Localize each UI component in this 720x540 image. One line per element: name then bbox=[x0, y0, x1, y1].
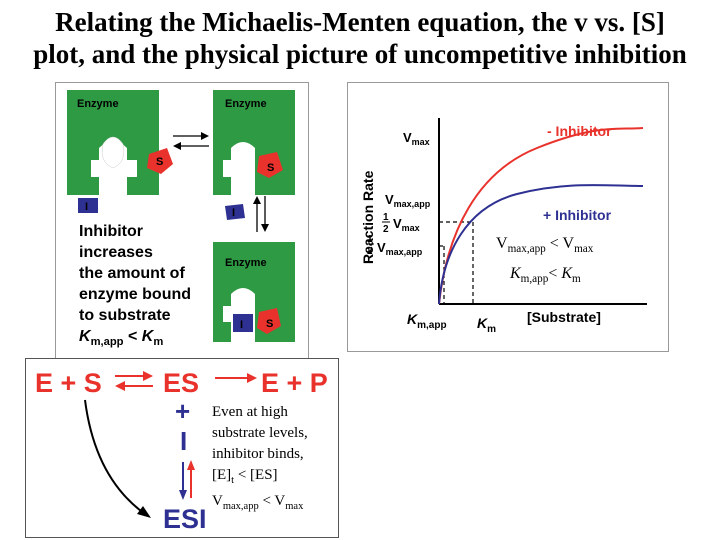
substrate-label-2: S bbox=[267, 162, 274, 174]
enzyme-block-esi: Enzyme I S bbox=[213, 242, 295, 342]
svg-text:2: 2 bbox=[383, 224, 389, 235]
enzyme-label-2: Enzyme bbox=[225, 98, 267, 110]
esi-complex: ESI bbox=[163, 504, 207, 534]
scheme-note: Even at high substrate levels, inhibitor… bbox=[212, 402, 308, 517]
y-axis-label: Reaction Rate bbox=[360, 170, 376, 264]
equilibrium-arrows-vertical bbox=[253, 196, 269, 232]
enzyme-label-1: Enzyme bbox=[77, 98, 119, 110]
svg-text:1: 1 bbox=[383, 212, 389, 223]
half-vmax-app-label: 1 2 Vmax,app bbox=[366, 234, 423, 257]
curved-arrow bbox=[84, 399, 146, 515]
series-label-with-inhibitor: + Inhibitor bbox=[543, 207, 612, 223]
description-line: Inhibitor bbox=[79, 223, 143, 240]
enzyme-block-bound: Enzyme S bbox=[213, 90, 295, 195]
title-line-1: Relating the Michaelis-Menten equation, … bbox=[55, 7, 665, 37]
rate-plot-panel bbox=[347, 82, 669, 352]
half-vmax-label: 1 2 Vmax bbox=[382, 212, 420, 235]
substrate-shape-2 bbox=[257, 152, 283, 178]
description-line: enzyme bound bbox=[79, 286, 192, 303]
inhibitor-binding-arrows bbox=[179, 460, 195, 500]
binding-arrows bbox=[115, 371, 153, 391]
svg-text:2: 2 bbox=[367, 246, 373, 257]
catalysis-arrow bbox=[215, 373, 257, 383]
inhibitor-block-1: I bbox=[78, 198, 98, 213]
inhibitor-label-1: I bbox=[85, 201, 88, 213]
series-label-no-inhibitor: - Inhibitor bbox=[547, 123, 612, 139]
substrate-label-3: S bbox=[266, 318, 273, 330]
inhibitor-block-2: I bbox=[225, 204, 245, 220]
inhibitor-description: Inhibitor increases the amount of enzyme… bbox=[79, 221, 211, 353]
svg-text:1: 1 bbox=[367, 234, 373, 245]
km-app-label: Km,app bbox=[407, 311, 447, 331]
reaction-scheme-panel bbox=[25, 358, 339, 538]
e-plus-s: E + S bbox=[35, 368, 102, 398]
vmax-app-label: Vmax,app bbox=[385, 192, 431, 209]
e-plus-p: E + P bbox=[261, 368, 328, 398]
description-line: the amount of bbox=[79, 265, 185, 282]
inhibitor-label-2: I bbox=[232, 207, 235, 219]
inhibitor-i: I bbox=[180, 426, 187, 456]
curve-no-inhibitor bbox=[438, 127, 644, 305]
svg-text:Vmax,app: Vmax,app bbox=[377, 240, 423, 257]
description-line: to substrate bbox=[79, 307, 171, 324]
enzyme-label-3: Enzyme bbox=[225, 257, 267, 269]
vmax-relation: Vmax,app < Vmax bbox=[212, 493, 304, 512]
enzyme-binding-figure: Enzyme S I Enzyme S I Enzyme bbox=[67, 90, 295, 342]
x-axis-label: [Substrate] bbox=[527, 309, 601, 325]
es-complex: ES bbox=[163, 368, 199, 398]
inhibitor-shape-3 bbox=[233, 314, 253, 332]
reaction-scheme: E + S ES E + P + I ESI bbox=[35, 368, 328, 534]
plus-sign: + bbox=[175, 396, 190, 426]
km-relation-note: Km,app< Km bbox=[510, 265, 581, 286]
curve-with-inhibitor bbox=[438, 184, 644, 305]
vmax-relation-note: Vmax,app < Vmax bbox=[496, 235, 594, 256]
substrate-shape-3 bbox=[257, 308, 281, 334]
curved-arrow-head bbox=[137, 506, 151, 518]
substrate-label-1: S bbox=[156, 156, 163, 168]
rate-vs-substrate-plot: Reaction Rate Vmax Vmax,app 1 2 Vmax 1 2… bbox=[360, 118, 647, 335]
km-label: Km bbox=[477, 315, 496, 335]
substrate-shape-1 bbox=[147, 148, 173, 174]
km-relation: Km,app < Km bbox=[79, 328, 164, 349]
svg-text:Vmax: Vmax bbox=[393, 216, 420, 233]
vmax-label: Vmax bbox=[403, 130, 430, 147]
title-line-2: plot, and the physical picture of uncomp… bbox=[33, 39, 687, 69]
equilibrium-arrows-horizontal bbox=[173, 132, 209, 150]
page-title: Relating the Michaelis-Menten equation, … bbox=[0, 6, 720, 70]
inhibitor-label-3: I bbox=[240, 319, 243, 331]
enzyme-block-free: Enzyme S bbox=[67, 90, 173, 195]
et-relation: [E]t < [ES] bbox=[212, 467, 278, 486]
description-line: increases bbox=[79, 244, 153, 261]
